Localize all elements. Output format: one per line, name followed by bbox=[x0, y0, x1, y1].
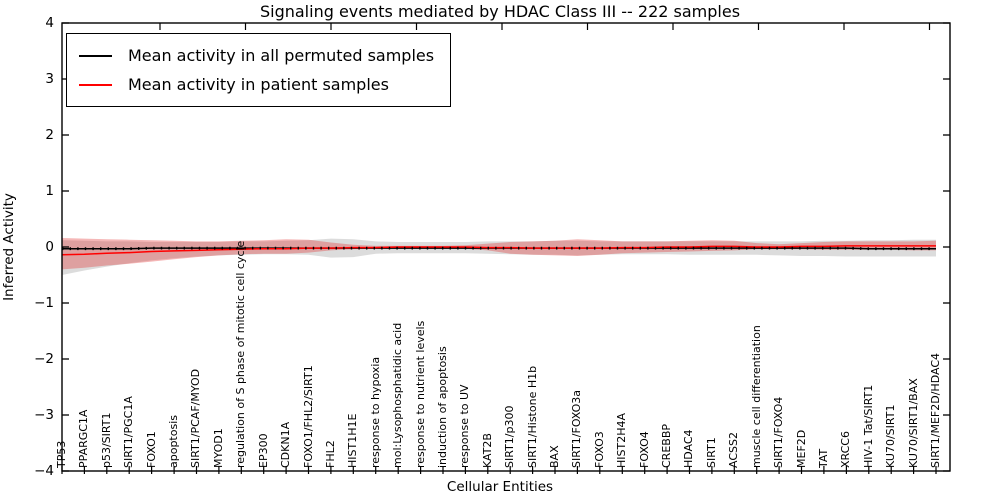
x-tick-label: SIRT1/MEF2D/HDAC4 bbox=[929, 353, 942, 468]
x-tick-label: HIV-1 Tat/SIRT1 bbox=[861, 384, 875, 468]
permuted-markers bbox=[62, 246, 936, 251]
x-tick-label: apoptosis bbox=[167, 415, 181, 468]
x-tick-label: KU70/SIRT1/BAX bbox=[906, 378, 920, 468]
x-tick-label: ACSS2 bbox=[727, 432, 741, 468]
x-tick-label: BAX bbox=[548, 445, 562, 468]
x-tick-label: SIRT1 bbox=[704, 437, 718, 468]
top-axis-ticks bbox=[159, 23, 931, 30]
x-tick-label: SIRT1/FOXO4 bbox=[772, 396, 786, 468]
patient-mean-line bbox=[61, 245, 936, 256]
x-tick-label: FOXO1/FHL2/SIRT1 bbox=[301, 365, 315, 468]
y-tick-label: 0 bbox=[45, 239, 54, 255]
x-tick-label: CREBBP bbox=[660, 424, 674, 468]
x-tick-label: HIST2H4A bbox=[615, 412, 629, 468]
x-tick-label: CDKN1A bbox=[279, 421, 293, 468]
x-tick-label: SIRT1/p300 bbox=[503, 405, 517, 468]
x-tick-label: SIRT1/Histone H1b bbox=[525, 365, 539, 468]
x-tick-label: induction of apoptosis bbox=[435, 346, 449, 468]
x-tick-label: muscle cell differentiation bbox=[749, 325, 763, 468]
x-tick-label: response to hypoxia bbox=[368, 356, 382, 468]
x-tick-label: FOXO4 bbox=[637, 431, 651, 468]
y-tick-label: 1 bbox=[45, 183, 54, 199]
permuted-line-swatch-icon bbox=[79, 54, 112, 57]
x-tick-label: FHL2 bbox=[323, 440, 337, 468]
x-axis-label: Cellular Entities bbox=[446, 479, 554, 495]
y-tick-label: 2 bbox=[45, 127, 54, 143]
y-axis-ticks bbox=[62, 22, 950, 472]
legend: Mean activity in all permuted samples Me… bbox=[66, 33, 452, 107]
y-tick-label: −3 bbox=[34, 407, 54, 423]
x-tick-label: HIST1H1E bbox=[346, 413, 360, 468]
x-tick-label: HDAC4 bbox=[682, 429, 696, 468]
x-axis-ticks bbox=[61, 466, 937, 474]
x-tick-label: XRCC6 bbox=[839, 431, 853, 468]
x-tick-label: PPARGC1A bbox=[77, 409, 91, 468]
x-tick-label: MEF2D bbox=[794, 429, 808, 468]
x-tick-label: p53/SIRT1 bbox=[99, 412, 113, 468]
x-tick-label: response to nutrient levels bbox=[413, 320, 427, 468]
y-tick-label: 4 bbox=[45, 15, 54, 31]
x-tick-label: KU70/SIRT1 bbox=[884, 404, 898, 468]
x-tick-label: SIRT1/FOXO3a bbox=[570, 389, 584, 468]
legend-label-patient: Mean activity in patient samples bbox=[128, 75, 389, 94]
y-tick-label: −1 bbox=[34, 295, 54, 311]
x-tick-label: MYOD1 bbox=[211, 428, 225, 468]
x-tick-label: TP53 bbox=[55, 440, 68, 468]
x-tick-label: TAT bbox=[816, 448, 830, 468]
legend-label-permuted: Mean activity in all permuted samples bbox=[128, 46, 435, 65]
x-tick-label: regulation of S phase of mitotic cell cy… bbox=[234, 240, 248, 468]
x-tick-label: FOXO3 bbox=[592, 431, 606, 468]
x-tick-label: SIRT1/PGC1A bbox=[122, 396, 136, 468]
y-axis-label: Inferred Activity bbox=[1, 193, 17, 301]
y-tick-label: −4 bbox=[34, 463, 54, 479]
legend-entry-patient: Mean activity in patient samples bbox=[79, 70, 434, 99]
x-tick-label: EP300 bbox=[256, 433, 270, 468]
x-tick-label: response to UV bbox=[458, 384, 472, 468]
x-tick-label: FOXO1 bbox=[144, 431, 158, 468]
x-tick-label: mol:Lysophosphatidic acid bbox=[391, 322, 405, 468]
x-tick-label: KAT2B bbox=[480, 433, 494, 468]
y-tick-label: 3 bbox=[45, 71, 54, 87]
chart-title: Signaling events mediated by HDAC Class … bbox=[259, 2, 741, 21]
y-tick-label: −2 bbox=[34, 351, 54, 367]
legend-entry-permuted: Mean activity in all permuted samples bbox=[79, 41, 434, 70]
x-tick-label: SIRT1/PCAF/MYOD bbox=[189, 368, 203, 468]
patient-line-swatch-icon bbox=[79, 83, 112, 86]
